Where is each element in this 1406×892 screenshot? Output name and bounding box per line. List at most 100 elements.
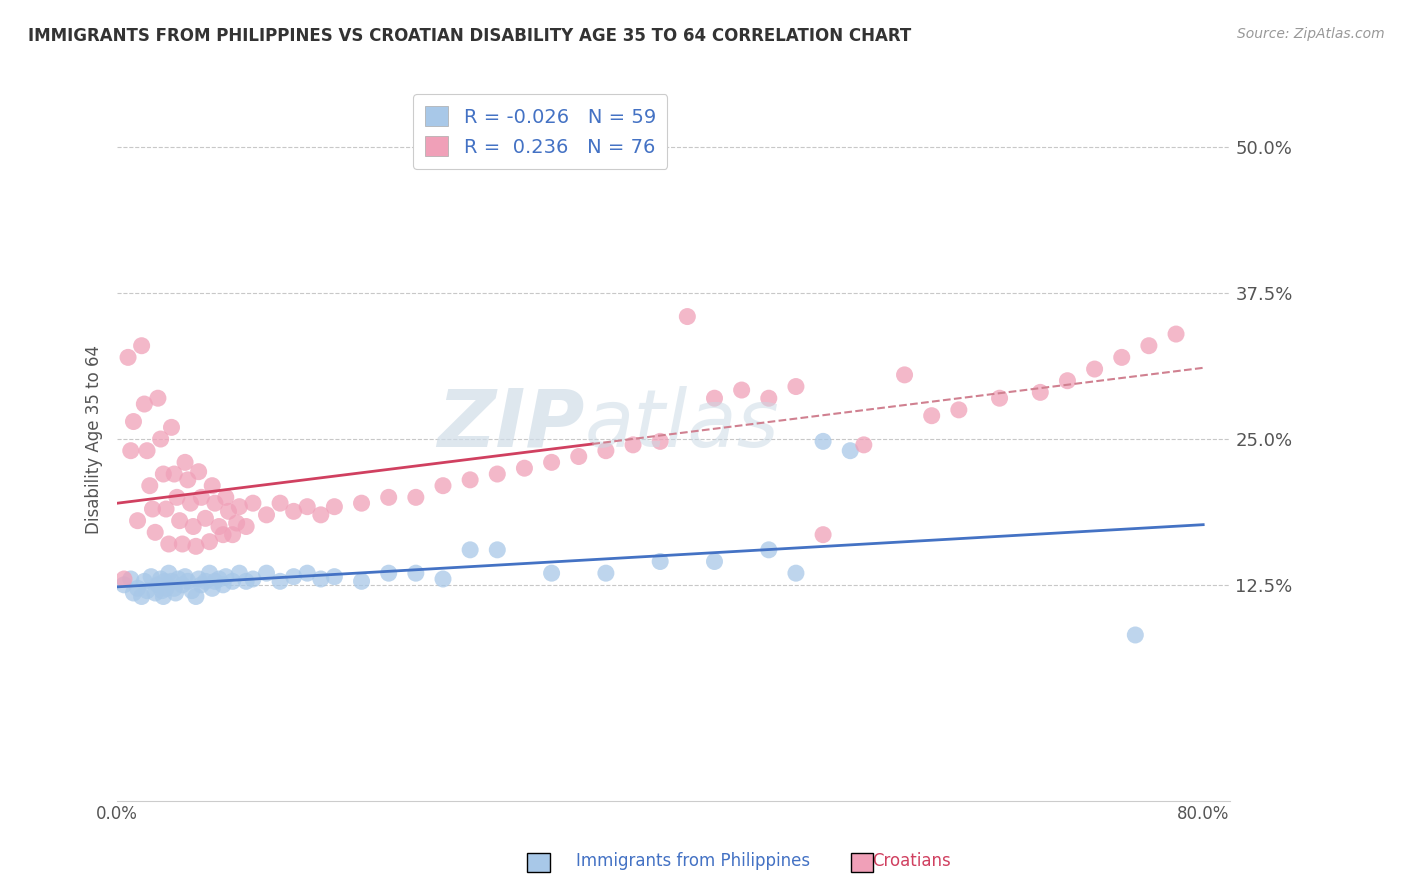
Point [309, 508, 332, 522]
Point [194, 574, 217, 589]
Point [458, 542, 481, 557]
Text: IMMIGRANTS FROM PHILIPPINES VS CROATIAN DISABILITY AGE 35 TO 64 CORRELATION CHAR: IMMIGRANTS FROM PHILIPPINES VS CROATIAN … [28, 27, 911, 45]
Point [350, 574, 373, 589]
Point [283, 569, 305, 583]
Point [122, 586, 145, 600]
Point [540, 566, 562, 581]
Point [208, 519, 231, 533]
Point [134, 397, 156, 411]
Point [177, 574, 200, 589]
Point [212, 578, 235, 592]
Point [179, 496, 201, 510]
Point [181, 519, 204, 533]
Point [242, 496, 264, 510]
Point [157, 537, 180, 551]
Point [758, 542, 780, 557]
Point [150, 583, 173, 598]
Point [180, 583, 202, 598]
Point [650, 434, 672, 449]
Point [323, 500, 346, 514]
Point [377, 491, 399, 505]
Point [190, 578, 212, 592]
Point [165, 586, 187, 600]
Point [221, 527, 243, 541]
Point [256, 508, 278, 522]
Point [730, 383, 752, 397]
Point [166, 491, 188, 505]
Point [198, 534, 221, 549]
Point [127, 514, 149, 528]
Point [486, 542, 509, 557]
Point [1123, 628, 1146, 642]
Point [112, 578, 135, 592]
Point [218, 504, 240, 518]
Point [194, 511, 217, 525]
Point [758, 391, 780, 405]
Point [785, 379, 807, 393]
Point [595, 566, 617, 581]
Point [117, 351, 139, 365]
Point [152, 467, 174, 481]
Point [852, 438, 875, 452]
Point [221, 574, 243, 589]
Point [204, 496, 226, 510]
Point [146, 578, 169, 592]
Point [141, 502, 163, 516]
Point [184, 590, 207, 604]
Point [112, 572, 135, 586]
Point [160, 420, 183, 434]
Point [208, 572, 231, 586]
Point [201, 478, 224, 492]
Text: atlas: atlas [585, 385, 779, 464]
Point [155, 502, 177, 516]
Point [1029, 385, 1052, 400]
Point [377, 566, 399, 581]
Point [163, 582, 186, 596]
Point [139, 569, 162, 583]
Point [134, 574, 156, 589]
Point [160, 574, 183, 589]
Point [149, 572, 172, 586]
Text: Source: ZipAtlas.com: Source: ZipAtlas.com [1237, 27, 1385, 41]
Point [1084, 362, 1107, 376]
Point [650, 554, 672, 568]
Point [139, 478, 162, 492]
Point [458, 473, 481, 487]
Point [120, 572, 142, 586]
Point [297, 500, 319, 514]
Point [676, 310, 699, 324]
Point [143, 586, 166, 600]
Point [283, 504, 305, 518]
Point [163, 467, 186, 481]
Point [187, 572, 209, 586]
Point [350, 496, 373, 510]
Point [811, 527, 834, 541]
Point [153, 574, 176, 589]
Point [215, 569, 238, 583]
Point [198, 566, 221, 581]
Point [204, 574, 226, 589]
Point [143, 525, 166, 540]
Y-axis label: Disability Age 35 to 64: Disability Age 35 to 64 [86, 344, 103, 533]
Text: Croatians: Croatians [872, 852, 950, 870]
Point [269, 574, 291, 589]
Text: Immigrants from Philippines: Immigrants from Philippines [576, 852, 811, 870]
Point [621, 438, 644, 452]
Point [242, 572, 264, 586]
Point [432, 478, 454, 492]
Point [152, 590, 174, 604]
Point [1111, 351, 1133, 365]
Point [215, 491, 238, 505]
Point [172, 578, 194, 592]
Point [136, 443, 159, 458]
Point [235, 519, 257, 533]
Text: ZIP: ZIP [437, 385, 585, 464]
Legend: R = -0.026   N = 59, R =  0.236   N = 76: R = -0.026 N = 59, R = 0.236 N = 76 [413, 95, 668, 169]
Point [127, 582, 149, 596]
Point [190, 491, 212, 505]
Point [177, 473, 200, 487]
Point [169, 514, 191, 528]
Point [120, 443, 142, 458]
Point [297, 566, 319, 581]
Point [486, 467, 509, 481]
